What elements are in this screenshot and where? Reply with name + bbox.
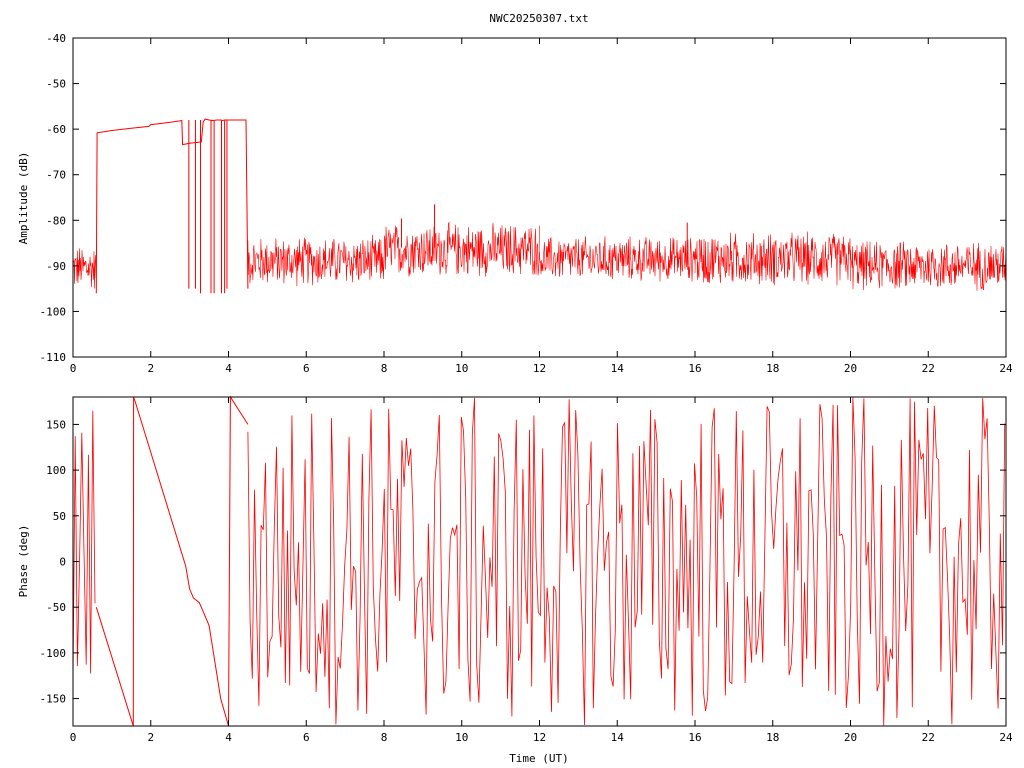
- phase-noise-trace: [247, 397, 1006, 726]
- amplitude-x-tick-label: 8: [381, 362, 388, 375]
- phase-x-tick-label: 4: [225, 731, 232, 744]
- amplitude-x-tick-label: 6: [303, 362, 310, 375]
- phase-y-tick-label: -50: [46, 601, 66, 614]
- amplitude-y-tick-label: -60: [46, 123, 66, 136]
- phase-panel: 0 2 4 6 8 10 12 14 16 18 20 22 24-150-100-5005010015…: [17, 395, 1013, 765]
- phase-y-tick-label: -100: [40, 647, 67, 660]
- phase-series-line: [95, 395, 249, 727]
- amplitude-noise-trace: [694, 231, 851, 286]
- amplitude-y-tick-label: -50: [46, 78, 66, 91]
- phase-y-tick-label: -150: [40, 693, 67, 706]
- phase-x-tick-label: 24: [999, 731, 1013, 744]
- amplitude-y-tick-label: -40: [46, 32, 66, 45]
- phase-x-tick-label: 0: [70, 731, 77, 744]
- amplitude-x-tick-label: 0: [70, 362, 77, 375]
- phase-y-tick-label: 150: [46, 418, 66, 431]
- amplitude-x-tick-label: 20: [844, 362, 857, 375]
- phase-x-label: Time (UT): [509, 752, 569, 765]
- phase-x-tick-label: 22: [922, 731, 935, 744]
- amplitude-y-tick-label: -90: [46, 260, 66, 273]
- phase-x-tick-label: 2: [147, 731, 154, 744]
- phase-x-tick-label: 8: [381, 731, 388, 744]
- phase-noise-trace: [72, 410, 96, 684]
- amplitude-noise-trace: [383, 221, 540, 277]
- amplitude-y-tick-label: -70: [46, 169, 66, 182]
- amplitude-x-tick-label: 10: [455, 362, 468, 375]
- phase-x-tick-label: 10: [455, 731, 468, 744]
- phase-x-tick-label: 16: [688, 731, 701, 744]
- amplitude-noise-trace: [72, 248, 97, 289]
- phase-x-tick-label: 20: [844, 731, 857, 744]
- amplitude-x-tick-label: 2: [147, 362, 154, 375]
- amplitude-y-tick-label: -100: [40, 305, 67, 318]
- phase-y-tick-label: 100: [46, 464, 66, 477]
- amplitude-x-tick-label: 14: [611, 362, 625, 375]
- amplitude-series-line: [95, 118, 249, 294]
- amplitude-x-tick-label: 18: [766, 362, 779, 375]
- amplitude-x-tick-label: 4: [225, 362, 232, 375]
- amplitude-noise-trace: [539, 236, 696, 282]
- amplitude-x-tick-label: 22: [922, 362, 935, 375]
- amplitude-y-tick-label: -110: [40, 351, 67, 364]
- amplitude-panel: 0 2 4 6 8 10 12 14 16 18 20 22 24-110-100-90-80-70-6…: [17, 32, 1013, 375]
- phase-x-tick-label: 6: [303, 731, 310, 744]
- amplitude-noise-trace: [850, 241, 1007, 291]
- amplitude-x-tick-label: 16: [688, 362, 701, 375]
- amplitude-y-label: Amplitude (dB): [17, 152, 30, 245]
- phase-x-tick-label: 14: [611, 731, 625, 744]
- amplitude-x-tick-label: 24: [999, 362, 1013, 375]
- amplitude-plot-frame: [72, 37, 1007, 358]
- phase-x-tick-label: 18: [766, 731, 779, 744]
- amplitude-x-tick-label: 12: [533, 362, 546, 375]
- chart-title: NWC20250307.txt: [489, 12, 588, 25]
- phase-y-label: Phase (deg): [17, 525, 30, 598]
- phase-y-tick-label: 50: [53, 510, 66, 523]
- amplitude-noise-trace: [247, 234, 385, 287]
- phase-y-tick-label: 0: [59, 556, 66, 569]
- phase-x-tick-label: 12: [533, 731, 546, 744]
- amplitude-y-tick-label: -80: [46, 214, 66, 227]
